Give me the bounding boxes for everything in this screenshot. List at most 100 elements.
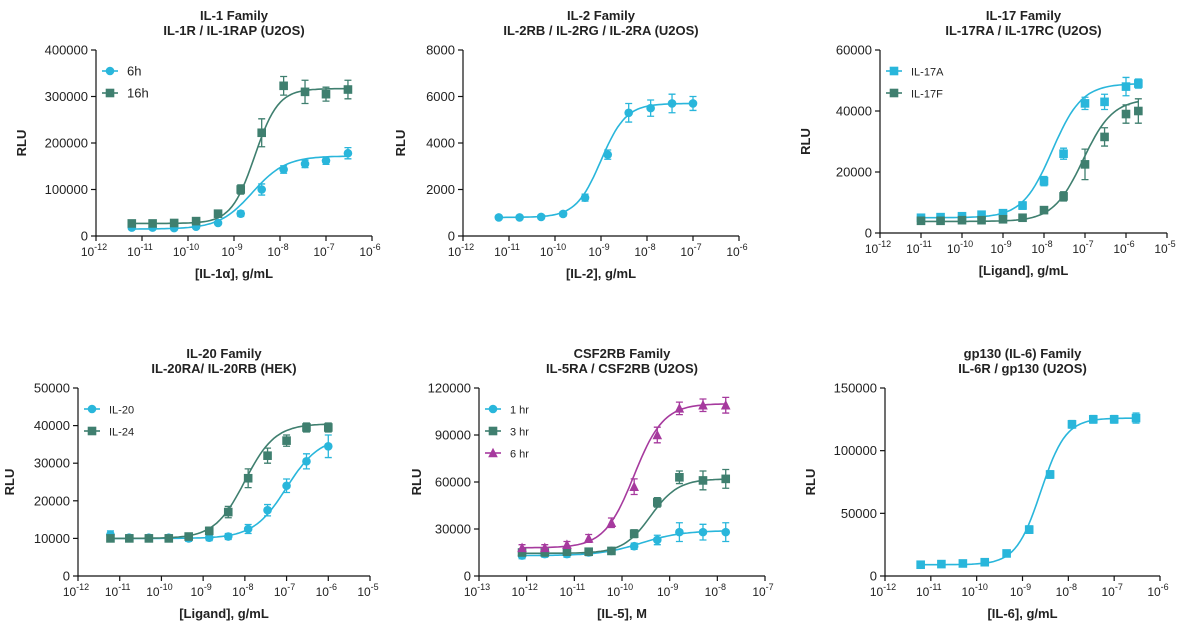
x-tick-label: 10-6 <box>316 582 337 599</box>
fit-curve <box>131 87 348 225</box>
data-point <box>1080 99 1090 108</box>
x-tick-label: 10-12 <box>448 242 474 259</box>
x-tick-label: 10-12 <box>865 239 891 256</box>
y-axis-label: RLU <box>395 130 408 157</box>
data-point <box>321 89 331 99</box>
data-point <box>607 546 616 556</box>
y-tick-label: 0 <box>870 569 877 584</box>
fit-curve <box>521 530 726 557</box>
x-tick-label: 10-6 <box>1113 239 1134 256</box>
data-point <box>106 534 115 543</box>
x-tick-label: 10-5 <box>357 582 378 599</box>
y-tick-label: 200000 <box>45 136 88 151</box>
x-tick-label: 10-7 <box>274 582 295 599</box>
data-point <box>1121 109 1131 119</box>
chart-title: IL-20 Family <box>186 346 262 361</box>
data-point <box>1100 97 1109 107</box>
data-point <box>720 399 731 410</box>
x-tick-label: 10-11 <box>559 582 585 599</box>
data-point <box>558 209 568 219</box>
y-axis-label: RLU <box>803 469 818 496</box>
legend-label: 6 hr <box>510 449 529 461</box>
data-point <box>1059 149 1068 158</box>
fit-curve <box>110 423 329 540</box>
data-point <box>562 539 572 549</box>
chart-subtitle: IL-5RA / CSF2RB (U2OS) <box>546 361 698 376</box>
data-point <box>517 548 527 557</box>
data-point <box>300 159 310 169</box>
data-point <box>980 557 990 567</box>
y-tick-label: 0 <box>81 229 88 244</box>
y-axis-label: RLU <box>798 128 813 155</box>
data-point <box>721 474 731 484</box>
x-tick-label: 10-10 <box>607 582 633 599</box>
data-point <box>629 481 639 491</box>
legend-marker <box>105 88 115 98</box>
y-tick-label: 0 <box>865 226 872 241</box>
legend-label: 1 hr <box>510 405 529 417</box>
data-point <box>539 542 550 553</box>
x-tick-label: 10-11 <box>127 242 153 259</box>
x-tick-label: 10-12 <box>63 582 89 599</box>
legend-marker <box>889 88 899 98</box>
data-point <box>998 214 1008 224</box>
chart-subtitle: IL-6R / gp130 (U2OS) <box>958 361 1087 376</box>
legend-label: IL-17F <box>911 89 943 101</box>
data-point <box>148 219 157 228</box>
data-point <box>698 476 708 485</box>
x-axis-label: [IL-1α], g/mL <box>195 266 273 281</box>
x-tick-label: 10-11 <box>105 582 131 599</box>
x-tick-label: 10-9 <box>1010 582 1031 599</box>
data-point <box>977 210 986 219</box>
data-point <box>279 81 288 91</box>
y-tick-label: 50000 <box>841 506 877 521</box>
data-point <box>1134 106 1143 116</box>
data-point <box>624 108 633 118</box>
series-1 <box>517 522 731 560</box>
y-axis-label: RLU <box>2 469 17 496</box>
legend: IL-20 IL-24 <box>84 405 134 439</box>
x-tick-label: 10-7 <box>313 242 334 259</box>
chart-title: CSF2RB Family <box>574 346 672 361</box>
y-tick-label: 60000 <box>435 475 471 490</box>
x-axis-label: [IL-2], g/mL <box>566 266 636 281</box>
data-point <box>584 547 593 557</box>
x-tick-label: 10-9 <box>221 242 242 259</box>
x-tick-label: 10-8 <box>232 582 253 599</box>
chart-subtitle: IL-2RB / IL-2RG / IL-2RA (U2OS) <box>503 23 698 38</box>
data-point <box>562 547 572 557</box>
data-point <box>1018 201 1027 210</box>
data-point <box>1024 525 1034 534</box>
x-tick-label: 10-10 <box>961 582 987 599</box>
x-tick-label: 10-7 <box>680 242 701 259</box>
data-point <box>675 473 684 482</box>
y-tick-label: 30000 <box>34 456 70 471</box>
y-tick-label: 60000 <box>836 43 872 58</box>
x-tick-label: 10-8 <box>267 242 288 259</box>
legend-marker <box>105 66 115 76</box>
legend-label: IL-20 <box>109 405 134 417</box>
data-point <box>652 535 662 545</box>
data-point <box>1121 82 1131 91</box>
data-point <box>916 216 926 226</box>
data-point <box>263 451 272 460</box>
x-tick-label: 10-6 <box>726 242 747 259</box>
y-tick-label: 90000 <box>435 428 471 443</box>
data-point <box>169 218 179 228</box>
data-point <box>937 559 946 569</box>
data-point <box>629 541 639 551</box>
data-point <box>675 527 684 537</box>
fit-curve <box>498 102 694 219</box>
data-point <box>236 209 246 218</box>
x-tick-label: 10-9 <box>990 239 1011 256</box>
data-point <box>223 507 233 517</box>
data-point <box>236 185 246 194</box>
legend-marker <box>488 404 498 414</box>
data-point <box>936 216 945 226</box>
data-point <box>536 212 546 222</box>
series-1 <box>916 76 1143 223</box>
data-point <box>1018 213 1027 223</box>
